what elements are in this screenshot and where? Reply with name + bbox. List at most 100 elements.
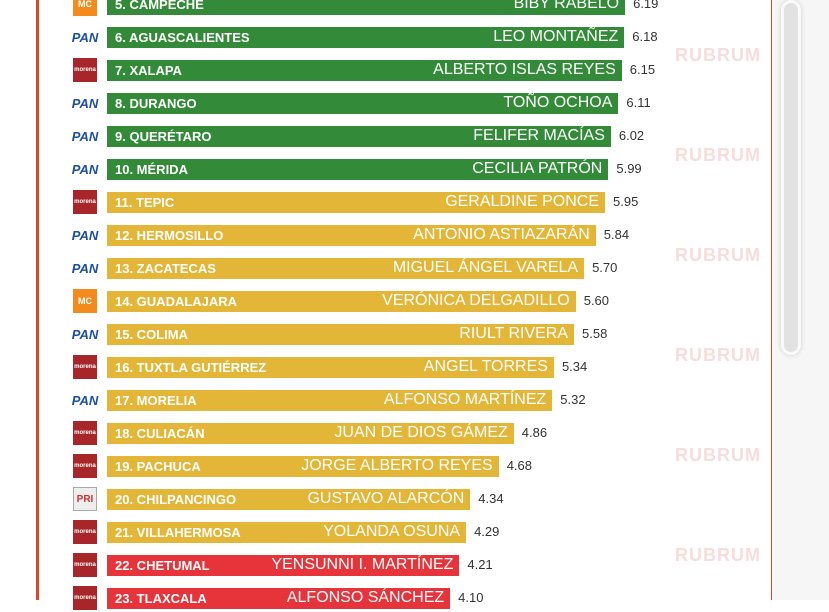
candidate-label: CECILIA PATRÓN — [472, 160, 603, 177]
city-label: 19. PACHUCA — [115, 459, 201, 474]
morena-logo-icon: morena — [73, 553, 97, 577]
value-label: 6.11 — [626, 95, 651, 110]
value-label: 5.58 — [582, 326, 608, 341]
ranking-row: PAN 10. MÉRIDA CECILIA PATRÓN 5.99 — [0, 155, 760, 183]
city-label: 15. COLIMA — [115, 327, 188, 342]
scrollbar-thumb[interactable] — [781, 0, 801, 355]
candidate-label: FELIFER MACÍAS — [473, 127, 605, 144]
morena-logo-icon: morena — [73, 520, 97, 544]
bar: 18. CULIACÁN JUAN DE DIOS GÁMEZ — [107, 423, 514, 444]
ranking-row: morena 18. CULIACÁN JUAN DE DIOS GÁMEZ 4.86 — [0, 419, 760, 447]
watermark: RUBRUM — [675, 545, 761, 565]
ranking-row: PRI 20. CHILPANCINGO GUSTAVO ALARCÓN 4.34 — [0, 485, 760, 513]
city-label: 13. ZACATECAS — [115, 261, 216, 276]
bar: 5. CAMPECHE BIBY RABELO — [107, 0, 626, 15]
candidate-label: JORGE ALBERTO REYES — [301, 457, 493, 474]
bar: 12. HERMOSILLO ANTONIO ASTIAZARÁN — [107, 225, 596, 246]
mc-logo-icon: MC — [73, 0, 97, 16]
bar: 11. TEPIC GERALDINE PONCE — [107, 192, 605, 213]
candidate-label: ANTONIO ASTIAZARÁN — [413, 226, 590, 243]
ranking-row: morena 11. TEPIC GERALDINE PONCE 5.95 — [0, 188, 760, 216]
bar: 6. AGUASCALIENTES LEO MONTAÑEZ — [107, 27, 625, 48]
value-label: 4.21 — [467, 557, 493, 572]
value-label: 5.32 — [560, 392, 586, 407]
city-label: 5. CAMPECHE — [115, 0, 204, 12]
city-label: 7. XALAPA — [115, 63, 182, 78]
candidate-label: ALFONSO MARTÍNEZ — [383, 391, 547, 408]
candidate-label: BIBY RABELO — [513, 0, 620, 12]
value-label: 4.68 — [506, 458, 533, 473]
city-label: 18. CULIACÁN — [115, 426, 205, 441]
morena-logo-icon: morena — [73, 454, 97, 478]
city-label: 16. TUXTLA GUTIÉRREZ — [115, 360, 267, 375]
city-label: 11. TEPIC — [115, 195, 175, 210]
value-label: 6.19 — [633, 0, 659, 11]
morena-logo-icon: morena — [73, 58, 97, 82]
bar: 17. MORELIA ALFONSO MARTÍNEZ — [107, 390, 553, 411]
ranking-row: PAN 12. HERMOSILLO ANTONIO ASTIAZARÁN 5.84 — [0, 221, 760, 249]
ranking-row: PAN 17. MORELIA ALFONSO MARTÍNEZ 5.32 — [0, 386, 760, 414]
watermark: RUBRUM — [675, 445, 761, 465]
bar: 16. TUXTLA GUTIÉRREZ ANGEL TORRES — [107, 357, 554, 378]
bar: 8. DURANGO TOÑO OCHOA — [107, 93, 619, 114]
city-label: 10. MÉRIDA — [115, 162, 188, 177]
watermark: RUBRUM — [675, 45, 761, 65]
value-label: 5.99 — [616, 161, 642, 176]
candidate-label: YOLANDA OSUNA — [323, 523, 461, 540]
pan-logo-icon: PAN — [71, 227, 99, 243]
ranking-row: morena 23. TLAXCALA ALFONSO SÁNCHEZ 4.10 — [0, 584, 760, 612]
ranking-row: morena 16. TUXTLA GUTIÉRREZ ANGEL TORRES 5.… — [0, 353, 760, 381]
morena-logo-icon: morena — [73, 421, 97, 445]
pan-logo-icon: PAN — [71, 326, 99, 342]
candidate-label: TOÑO OCHOA — [503, 94, 613, 111]
value-label: 4.34 — [478, 491, 504, 506]
value-label: 5.84 — [603, 227, 630, 242]
city-label: 6. AGUASCALIENTES — [115, 30, 250, 45]
watermark: RUBRUM — [675, 345, 761, 365]
bar: 20. CHILPANCINGO GUSTAVO ALARCÓN — [107, 489, 471, 510]
value-label: 5.34 — [561, 359, 588, 374]
bar: 10. MÉRIDA CECILIA PATRÓN — [107, 159, 609, 180]
candidate-label: JUAN DE DIOS GÁMEZ — [334, 424, 508, 441]
pan-logo-icon: PAN — [71, 95, 99, 111]
bar: 9. QUERÉTARO FELIFER MACÍAS — [107, 126, 611, 147]
value-label: 5.70 — [592, 260, 618, 275]
candidate-label: ANGEL TORRES — [423, 358, 548, 375]
pan-logo-icon: PAN — [71, 392, 99, 408]
bar: 7. XALAPA ALBERTO ISLAS REYES — [107, 60, 622, 81]
bar: 21. VILLAHERMOSA YOLANDA OSUNA — [107, 522, 467, 543]
candidate-label: ALBERTO ISLAS REYES — [433, 61, 616, 78]
value-label: 4.10 — [458, 590, 484, 605]
city-label: 23. TLAXCALA — [115, 591, 207, 606]
ranking-row: morena 7. XALAPA ALBERTO ISLAS REYES 6.15 — [0, 56, 760, 84]
mc-logo-icon: MC — [73, 289, 97, 313]
ranking-row: morena 22. CHETUMAL YENSUNNI I. MARTÍNEZ 4.… — [0, 551, 760, 579]
value-label: 4.29 — [474, 524, 500, 539]
candidate-label: ALFONSO SÁNCHEZ — [286, 589, 445, 606]
morena-logo-icon: morena — [73, 355, 97, 379]
ranking-row: morena 19. PACHUCA JORGE ALBERTO REYES 4.68 — [0, 452, 760, 480]
bar: 23. TLAXCALA ALFONSO SÁNCHEZ — [107, 588, 451, 609]
ranking-row: MC 5. CAMPECHE BIBY RABELO 6.19 — [0, 0, 760, 18]
ranking-row: PAN 15. COLIMA RIULT RIVERA 5.58 — [0, 320, 760, 348]
watermark: RUBRUM — [675, 145, 761, 165]
candidate-label: MIGUEL ÁNGEL VARELA — [392, 259, 579, 276]
morena-logo-icon: morena — [73, 586, 97, 610]
morena-logo-icon: morena — [73, 190, 97, 214]
city-label: 17. MORELIA — [115, 393, 197, 408]
city-label: 12. HERMOSILLO — [115, 228, 224, 243]
candidate-label: VERÓNICA DELGADILLO — [382, 292, 570, 309]
candidate-label: GUSTAVO ALARCÓN — [307, 490, 465, 507]
bar: 13. ZACATECAS MIGUEL ÁNGEL VARELA — [107, 258, 585, 279]
bar: 19. PACHUCA JORGE ALBERTO REYES — [107, 456, 499, 477]
city-label: 9. QUERÉTARO — [115, 129, 212, 144]
ranking-row: PAN 9. QUERÉTARO FELIFER MACÍAS 6.02 — [0, 122, 760, 150]
pan-logo-icon: PAN — [71, 260, 99, 276]
value-label: 6.15 — [629, 62, 656, 77]
pan-logo-icon: PAN — [71, 161, 99, 177]
ranking-row: PAN 13. ZACATECAS MIGUEL ÁNGEL VARELA 5.70 — [0, 254, 760, 282]
value-label: 5.60 — [583, 293, 610, 308]
candidate-label: RIULT RIVERA — [459, 325, 569, 342]
city-label: 22. CHETUMAL — [115, 558, 210, 573]
city-label: 14. GUADALAJARA — [115, 294, 238, 309]
